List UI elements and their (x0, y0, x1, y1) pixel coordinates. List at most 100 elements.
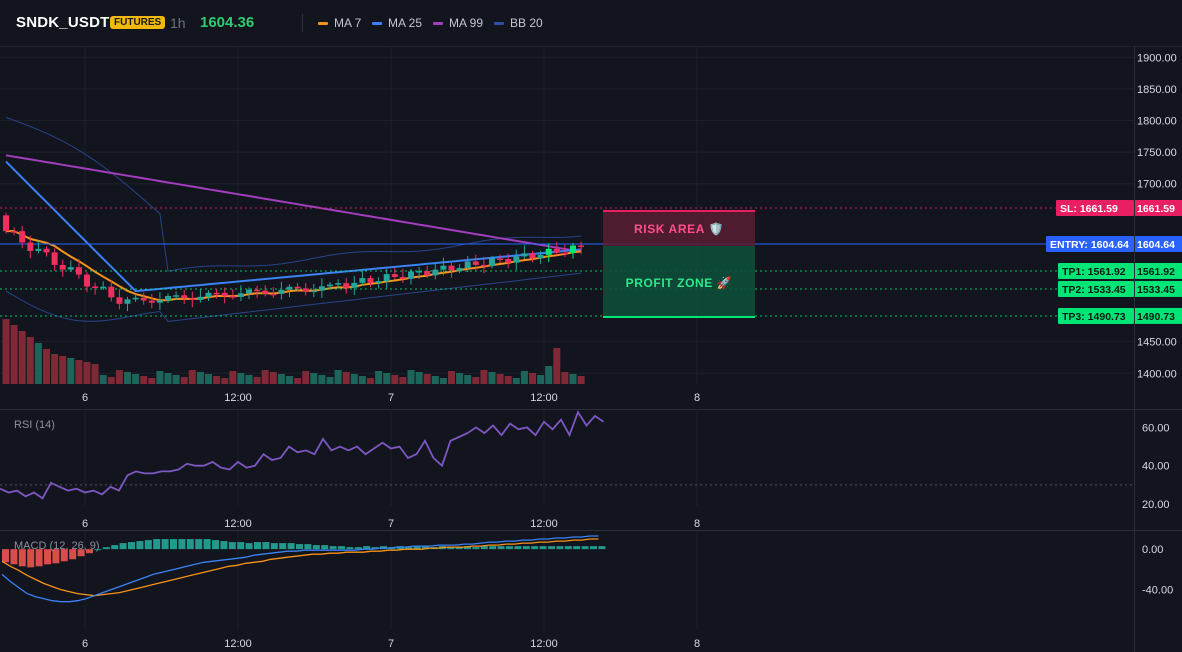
macd-histogram-bar (506, 546, 513, 550)
candle-body (375, 281, 382, 283)
macd-histogram-bar (564, 546, 572, 550)
candle-body (84, 274, 90, 287)
volume-bar (180, 377, 188, 384)
macd-histogram-bar (270, 543, 278, 550)
volume-bar (415, 372, 423, 384)
macd-histogram-bar (111, 545, 119, 550)
macd-histogram-bar (144, 540, 152, 550)
candle-body (27, 242, 34, 251)
volume-bar (529, 373, 536, 384)
volume-bar (496, 374, 504, 384)
macd-histogram-bar (153, 539, 161, 550)
bb-upper-line (5, 116, 582, 272)
volume-bar (342, 372, 350, 384)
ma99-line (5, 154, 582, 253)
candle-body (343, 283, 350, 288)
time-tick-label: 8 (694, 638, 700, 650)
timeframe-selector[interactable]: 1h (170, 15, 186, 31)
volume-bar (229, 371, 237, 384)
macd-histogram-bar (556, 546, 564, 550)
volume-bar (391, 375, 399, 384)
level-tags: SL: 1661.59 1661.59 ENTRY: 1604.64 1604.64 T… (1046, 199, 1182, 324)
macd-histogram-bar (514, 546, 522, 550)
tp1-axis-tag (1135, 262, 1182, 279)
candlesticks (3, 212, 585, 312)
volume-bar (286, 376, 293, 384)
macd-histogram-bar (573, 546, 581, 550)
candle-body (335, 283, 342, 285)
volume-bar (367, 378, 374, 384)
volume-bar (431, 376, 439, 384)
macd-histogram-bar (220, 541, 228, 550)
legend-ma25[interactable]: MA 25 (372, 16, 422, 30)
volume-bar (383, 373, 391, 384)
candle-body (189, 298, 196, 300)
candle-body (294, 286, 301, 289)
tp3-tag-label: TP3: 1490.73 (1062, 311, 1126, 323)
legend-ma25-label: MA 25 (388, 16, 423, 30)
tp2-axis-value: 1533.45 (1137, 284, 1175, 296)
candle-body (383, 274, 390, 282)
time-tick-label: 12:00 (530, 518, 558, 530)
symbol-name[interactable]: SNDK_USDT (16, 14, 110, 31)
macd-tick-label: 0.00 (1142, 544, 1163, 556)
legend-ma7-label: MA 7 (334, 16, 362, 30)
macd-histogram-bar (296, 544, 303, 550)
macd-title: MACD (12, 26, 9) (14, 540, 100, 552)
volume-bar (34, 343, 42, 384)
macd-histogram-bar (480, 546, 488, 550)
macd-histogram-bar (69, 549, 77, 560)
macd-line (1, 535, 599, 603)
macd-histogram-bar (413, 546, 421, 550)
volume-bar (358, 376, 366, 384)
macd-histogram-bar (287, 543, 295, 550)
header-divider (302, 14, 303, 32)
macd-pane: MACD (12, 26, 9) 0.00 -40.00 (1, 535, 1173, 603)
rsi-tick-label: 40.00 (1142, 461, 1170, 473)
legend-ma7[interactable]: MA 7 (318, 16, 361, 30)
legend-bb20[interactable]: BB 20 (494, 16, 543, 30)
macd-histogram-bar (522, 546, 530, 550)
volume-bar (10, 325, 18, 384)
volume-bar (334, 370, 342, 384)
volume-bar (480, 370, 488, 384)
rsi-title: RSI (14) (14, 419, 55, 431)
tp3-axis-value: 1490.73 (1137, 311, 1175, 323)
time-tick-label: 7 (388, 638, 394, 650)
futures-badge: FUTURES (110, 16, 166, 29)
volume-bar (253, 377, 261, 384)
volume-bar (59, 356, 67, 384)
bb20-swatch (494, 21, 504, 25)
macd-histogram-bar (161, 539, 169, 550)
legend-ma99[interactable]: MA 99 (433, 16, 483, 30)
volume-bar (237, 373, 245, 384)
volume-bar (213, 376, 221, 384)
candle-body (448, 265, 455, 271)
macd-histogram-bar (312, 545, 320, 550)
candle-body (229, 296, 236, 298)
macd-histogram-bar (245, 543, 253, 550)
volume-bar (423, 374, 431, 384)
volume-bar (488, 372, 496, 384)
entry-tag (1046, 235, 1134, 252)
macd-histogram-bar (195, 539, 203, 550)
volume-bar (115, 370, 123, 384)
candle-body (537, 254, 544, 259)
volume-bar (520, 371, 528, 384)
candle-body (140, 297, 147, 301)
volume-bar (326, 377, 334, 384)
candle-body (529, 253, 536, 259)
macd-histogram-bar (304, 544, 312, 550)
candle-body (480, 264, 487, 267)
candle-body (43, 248, 50, 253)
volume-bar (124, 372, 131, 384)
volume-bar (350, 374, 358, 384)
volume-bar (172, 375, 180, 384)
volume-bar (245, 375, 253, 384)
volume-bar (318, 375, 326, 384)
macd-histogram-bar (531, 546, 539, 550)
volume-bar (294, 378, 302, 384)
time-tick-label: 12:00 (530, 392, 558, 404)
tp3-tag (1058, 307, 1134, 324)
